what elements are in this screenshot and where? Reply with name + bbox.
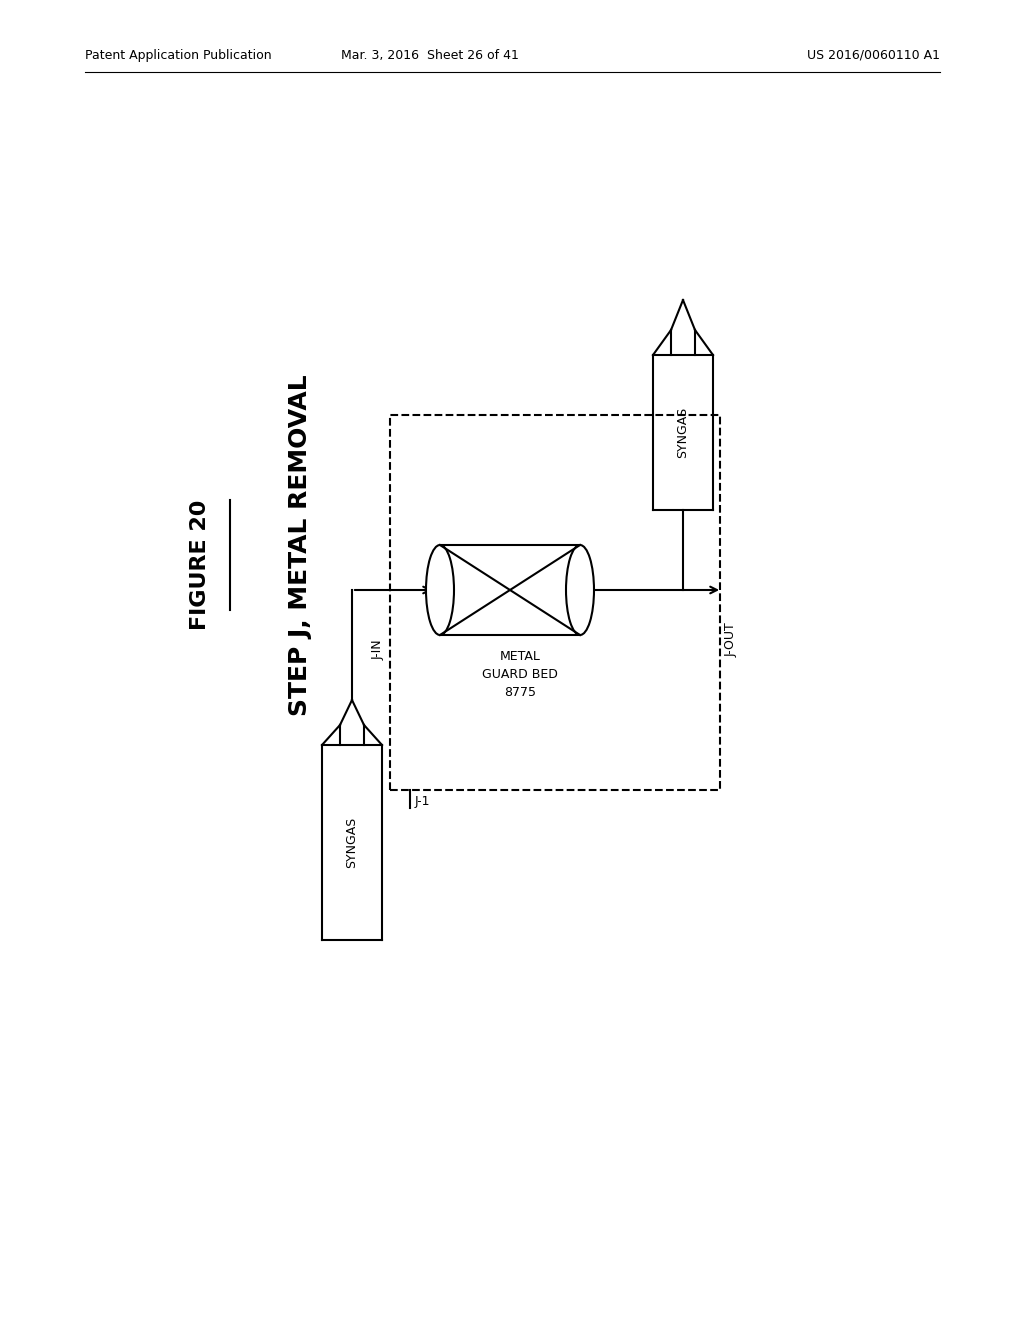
- Ellipse shape: [426, 545, 454, 635]
- Text: GUARD BED: GUARD BED: [482, 668, 558, 681]
- Text: SYNGAS: SYNGAS: [677, 407, 689, 458]
- Text: J-OUT: J-OUT: [725, 623, 738, 657]
- Text: FIGURE 20: FIGURE 20: [190, 500, 210, 630]
- Bar: [440, 545, 580, 635]
- Text: US 2016/0060110 A1: US 2016/0060110 A1: [807, 49, 940, 62]
- Ellipse shape: [566, 545, 594, 635]
- Text: J-1: J-1: [415, 795, 430, 808]
- Text: SYNGAS: SYNGAS: [345, 816, 358, 867]
- Text: 8775: 8775: [504, 686, 536, 700]
- Text: J-IN: J-IN: [372, 640, 385, 660]
- Text: Mar. 3, 2016  Sheet 26 of 41: Mar. 3, 2016 Sheet 26 of 41: [341, 49, 519, 62]
- Text: STEP J, METAL REMOVAL: STEP J, METAL REMOVAL: [288, 374, 312, 715]
- Text: Patent Application Publication: Patent Application Publication: [85, 49, 271, 62]
- Bar: [390, 414, 720, 789]
- Text: METAL: METAL: [500, 649, 541, 663]
